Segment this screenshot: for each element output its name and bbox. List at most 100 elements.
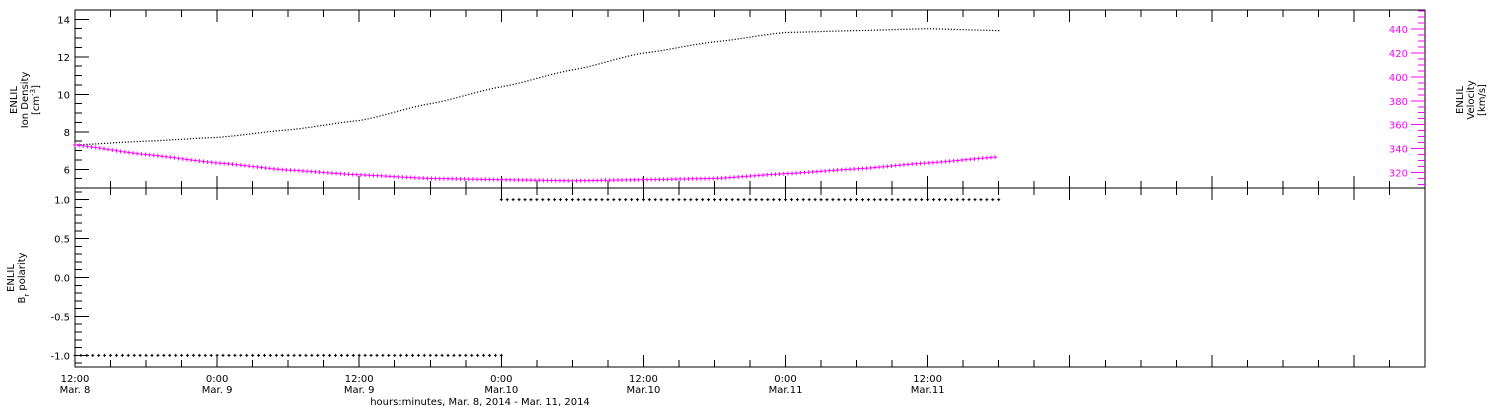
density-point bbox=[530, 79, 532, 81]
polarity-point bbox=[180, 353, 184, 357]
density-point bbox=[219, 136, 221, 138]
velocity-point bbox=[520, 177, 525, 182]
velocity-point bbox=[85, 144, 90, 149]
polarity-point bbox=[387, 353, 391, 357]
polarity-point bbox=[452, 353, 456, 357]
polarity-point bbox=[576, 198, 580, 202]
density-point bbox=[86, 143, 88, 145]
polarity-point bbox=[653, 198, 657, 202]
velocity-point bbox=[280, 167, 285, 172]
polarity-point bbox=[843, 198, 847, 202]
density-point bbox=[636, 53, 639, 55]
density-point bbox=[737, 38, 739, 40]
density-point bbox=[625, 56, 627, 58]
density-point bbox=[574, 68, 576, 71]
density-point bbox=[414, 106, 417, 108]
density-point bbox=[545, 75, 547, 77]
polarity-point bbox=[103, 353, 107, 357]
density-point bbox=[104, 142, 106, 144]
polarity-point bbox=[79, 353, 83, 357]
velocity-point bbox=[777, 171, 782, 176]
velocity-point bbox=[462, 177, 467, 182]
velocity-point bbox=[222, 161, 227, 166]
polarity-point bbox=[837, 198, 841, 202]
density-point bbox=[337, 122, 340, 124]
density-point bbox=[764, 34, 766, 36]
polarity-point bbox=[754, 198, 758, 202]
polarity-point bbox=[564, 198, 568, 202]
density-point bbox=[172, 139, 174, 141]
density-point bbox=[169, 139, 171, 141]
density-point bbox=[533, 78, 535, 80]
density-point bbox=[628, 55, 630, 57]
bottom-y-tick-label: 0.5 bbox=[54, 235, 70, 246]
axis-titles: hours:minutes, Mar. 8, 2014 - Mar. 11, 2… bbox=[6, 72, 1488, 408]
velocity-point bbox=[682, 176, 687, 181]
velocity-point bbox=[761, 173, 766, 178]
polarity-point bbox=[861, 198, 864, 202]
polarity-point bbox=[120, 353, 124, 357]
velocity-point bbox=[537, 178, 542, 183]
density-point bbox=[562, 71, 565, 73]
velocity-point bbox=[964, 157, 969, 162]
density-point bbox=[633, 54, 636, 56]
polarity-point bbox=[789, 198, 793, 202]
velocity-point bbox=[698, 176, 703, 181]
density-point bbox=[331, 123, 334, 125]
velocity-point bbox=[296, 168, 301, 173]
velocity-point bbox=[504, 177, 509, 182]
density-point bbox=[598, 63, 600, 65]
density-point bbox=[921, 28, 923, 30]
density-point bbox=[601, 62, 603, 64]
velocity-point bbox=[417, 175, 422, 180]
velocity-point bbox=[781, 171, 786, 176]
density-point bbox=[583, 67, 585, 69]
density-point bbox=[776, 32, 778, 35]
velocity-point bbox=[288, 168, 293, 173]
velocity-point bbox=[508, 177, 513, 182]
density-point bbox=[435, 102, 437, 104]
velocity-point bbox=[450, 176, 455, 181]
velocity-point bbox=[947, 159, 952, 164]
polarity-point bbox=[97, 353, 101, 357]
velocity-point bbox=[379, 173, 384, 178]
density-point bbox=[554, 73, 556, 75]
density-point bbox=[808, 31, 810, 33]
density-point bbox=[850, 30, 852, 32]
density-point bbox=[112, 142, 115, 144]
density-point bbox=[995, 29, 997, 32]
velocity-point bbox=[690, 176, 695, 181]
density-point bbox=[521, 81, 523, 83]
density-point bbox=[275, 130, 277, 132]
velocity-point bbox=[756, 173, 761, 178]
polarity-point bbox=[973, 198, 977, 202]
velocity-point bbox=[329, 171, 334, 176]
velocity-point bbox=[284, 167, 289, 172]
velocity-point bbox=[802, 170, 807, 175]
velocity-point bbox=[872, 165, 877, 170]
polarity-point bbox=[405, 353, 409, 357]
density-point bbox=[163, 139, 165, 141]
density-point bbox=[474, 92, 476, 94]
density-point bbox=[693, 44, 695, 46]
right-y-tick-label: 320 bbox=[1389, 168, 1408, 179]
polarity-point bbox=[855, 198, 859, 202]
polarity-point bbox=[464, 353, 468, 357]
velocity-point bbox=[118, 149, 123, 154]
polarity-point bbox=[517, 198, 521, 202]
polarity-point bbox=[896, 198, 900, 202]
velocity-point bbox=[383, 174, 388, 179]
velocity-point bbox=[918, 161, 923, 166]
bottom-y-tick-label: 1.0 bbox=[54, 196, 70, 207]
density-point bbox=[391, 112, 393, 114]
velocity-point bbox=[827, 168, 832, 173]
polarity-point bbox=[908, 198, 912, 202]
density-point bbox=[494, 87, 496, 89]
density-point bbox=[651, 51, 653, 53]
density-point bbox=[556, 72, 559, 74]
velocity-point bbox=[545, 178, 550, 183]
polarity-point bbox=[416, 353, 420, 357]
density-point bbox=[405, 108, 408, 110]
velocity-point bbox=[549, 178, 554, 183]
velocity-point bbox=[251, 164, 256, 169]
